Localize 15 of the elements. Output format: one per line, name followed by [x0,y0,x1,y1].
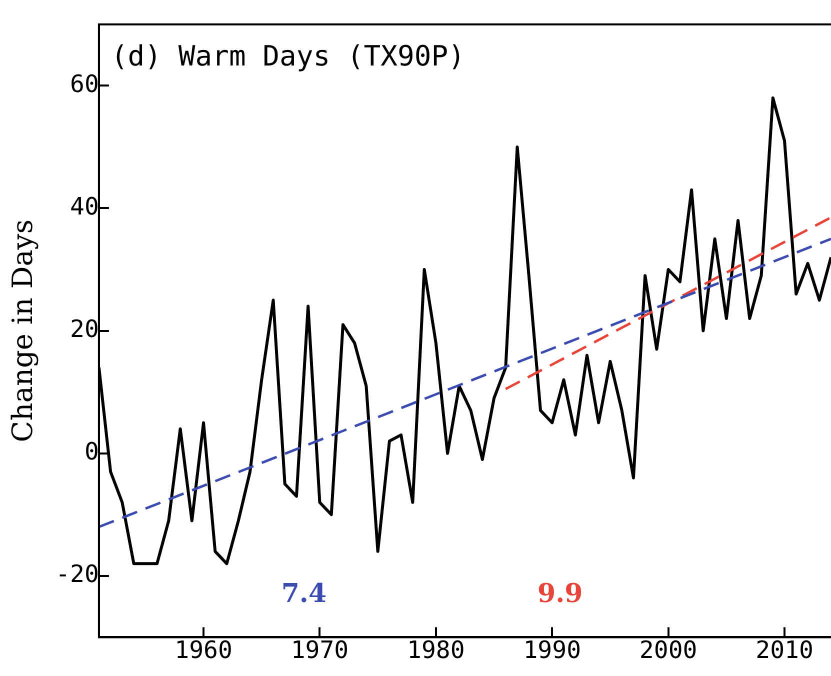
x-tick-label: 2010 [756,636,814,664]
annotation: 7.4 [281,578,327,609]
x-tick-label: 2000 [639,636,698,664]
y-axis-title: Change in Days [6,219,40,442]
text: (d) Warm Days (TX90P) [110,40,465,73]
x-tick-label: 1960 [174,636,232,664]
y-tick-label: 40 [70,192,99,220]
x-tick-label: 1980 [407,636,465,664]
x-tick-label: 1970 [290,636,349,664]
y-tick-label: 60 [70,70,99,98]
annotation: 9.9 [538,578,583,609]
x-tick-label: 1990 [523,636,582,664]
y-tick-label: 20 [70,315,99,344]
y-tick-label: 0 [84,438,99,466]
y-tick-label: -20 [56,560,99,588]
